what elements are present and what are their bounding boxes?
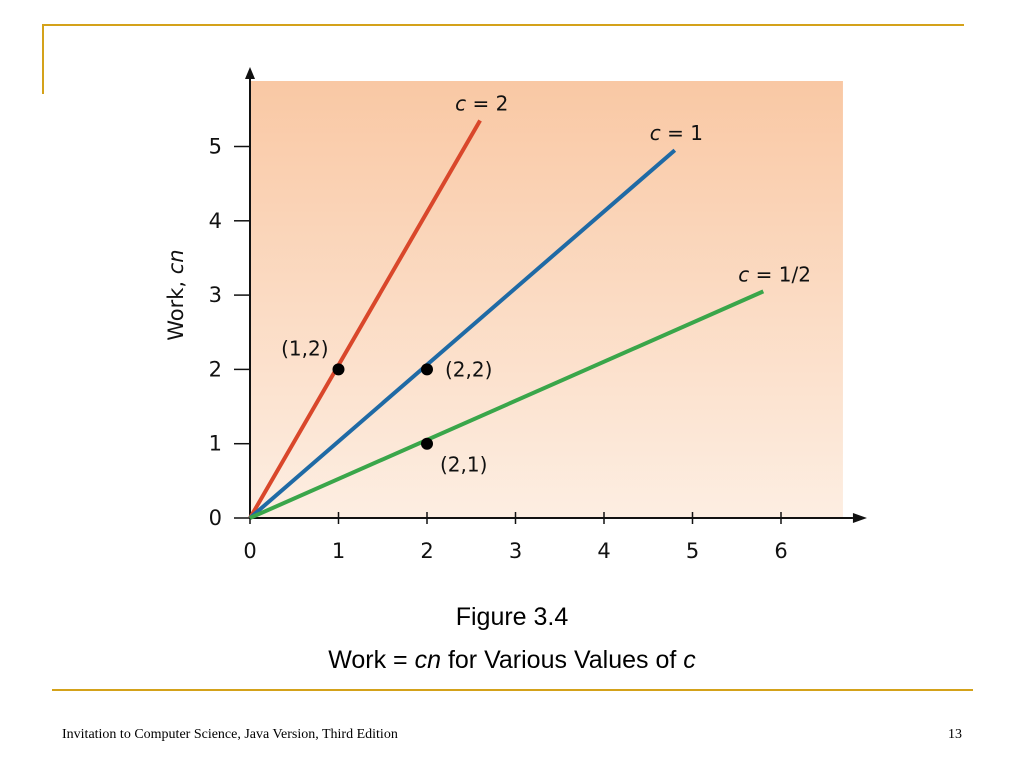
y-axis-title: Work, cn <box>164 249 188 340</box>
top-accent-rule <box>42 24 964 26</box>
y-tick-label: 3 <box>209 283 222 307</box>
y-tick-label: 1 <box>209 432 222 456</box>
y-tick-label: 5 <box>209 135 222 159</box>
data-point-label-1: (2,2) <box>445 357 492 381</box>
caption-middle: for Various Values of <box>441 646 684 674</box>
series-line-1 <box>248 148 677 520</box>
y-tick-label: 4 <box>209 209 222 233</box>
figure-number: Figure 3.4 <box>455 603 569 631</box>
series-label-0: c = 2 <box>455 91 508 115</box>
caption-c: c <box>683 646 696 674</box>
caption-cn: cn <box>414 646 442 674</box>
x-tick-label: 2 <box>420 539 433 563</box>
x-tick-label: 3 <box>509 539 522 563</box>
series-label-2: c = 1/2 <box>738 262 811 286</box>
slide-number: 13 <box>948 727 962 742</box>
data-point-label-2: (2,1) <box>440 453 487 477</box>
x-tick-label: 1 <box>332 539 345 563</box>
figure-caption: Work = cn for Various Values of c <box>0 646 1024 675</box>
series-label-1: c = 1 <box>650 121 703 145</box>
x-tick-label: 6 <box>774 539 787 563</box>
caption-prefix: Work = <box>328 646 415 674</box>
y-axis-arrow <box>245 67 255 79</box>
work-chart: 0123456012345nWork, cnc = 2c = 1c = 1/2(… <box>164 67 867 563</box>
plot-background <box>250 81 843 518</box>
x-tick-label: 5 <box>686 539 699 563</box>
data-point-1 <box>421 363 433 376</box>
x-tick-label: 0 <box>243 539 256 563</box>
data-point-0 <box>332 363 345 376</box>
bottom-accent-rule <box>52 689 973 691</box>
series-line-0 <box>248 119 482 520</box>
x-tick-label: 4 <box>597 539 610 563</box>
series-line-2 <box>249 289 765 520</box>
y-tick-label: 2 <box>209 357 222 381</box>
y-tick-label: 0 <box>209 506 222 530</box>
x-axis-arrow <box>852 513 867 523</box>
data-point-2 <box>421 437 433 450</box>
data-point-label-0: (1,2) <box>281 336 328 360</box>
left-accent-rule <box>42 24 44 94</box>
footer-book-title: Invitation to Computer Science, Java Ver… <box>62 727 398 742</box>
